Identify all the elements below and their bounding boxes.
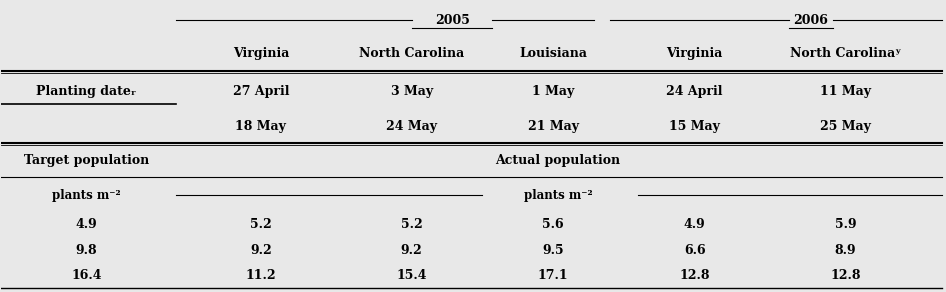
Text: 12.8: 12.8 (831, 269, 861, 282)
Text: 6.6: 6.6 (684, 244, 706, 257)
Text: 15 May: 15 May (669, 120, 720, 133)
Text: 5.2: 5.2 (401, 218, 423, 231)
Text: 21 May: 21 May (528, 120, 579, 133)
Text: 11 May: 11 May (820, 85, 871, 98)
Text: 9.2: 9.2 (250, 244, 272, 257)
Text: North Carolina: North Carolina (359, 47, 464, 60)
Text: 18 May: 18 May (236, 120, 287, 133)
Text: Virginia: Virginia (667, 47, 723, 60)
Text: plants m⁻²: plants m⁻² (52, 189, 120, 202)
Text: 16.4: 16.4 (71, 269, 101, 282)
Text: Target population: Target population (24, 154, 149, 167)
Text: 3 May: 3 May (391, 85, 432, 98)
Text: 27 April: 27 April (233, 85, 289, 98)
Text: 4.9: 4.9 (76, 218, 97, 231)
Text: Louisiana: Louisiana (519, 47, 587, 60)
Text: Actual population: Actual population (496, 154, 621, 167)
Text: 8.9: 8.9 (834, 244, 856, 257)
Text: 5.2: 5.2 (250, 218, 272, 231)
Text: 12.8: 12.8 (679, 269, 710, 282)
Text: Planting dateᵣ: Planting dateᵣ (36, 85, 136, 98)
Text: 4.9: 4.9 (684, 218, 706, 231)
Text: 2006: 2006 (794, 14, 828, 27)
Text: 2005: 2005 (435, 14, 469, 27)
Text: 24 May: 24 May (386, 120, 437, 133)
Text: 25 May: 25 May (820, 120, 871, 133)
Text: North Carolinaʸ: North Carolinaʸ (790, 47, 902, 60)
Text: 5.9: 5.9 (834, 218, 856, 231)
Text: 1 May: 1 May (532, 85, 574, 98)
Text: 11.2: 11.2 (245, 269, 276, 282)
Text: 9.5: 9.5 (542, 244, 564, 257)
Text: 5.6: 5.6 (542, 218, 564, 231)
Text: 9.2: 9.2 (401, 244, 423, 257)
Text: plants m⁻²: plants m⁻² (523, 189, 592, 202)
Text: Virginia: Virginia (233, 47, 289, 60)
Text: 15.4: 15.4 (396, 269, 427, 282)
Text: 17.1: 17.1 (538, 269, 569, 282)
Text: 24 April: 24 April (666, 85, 723, 98)
Text: 9.8: 9.8 (76, 244, 97, 257)
